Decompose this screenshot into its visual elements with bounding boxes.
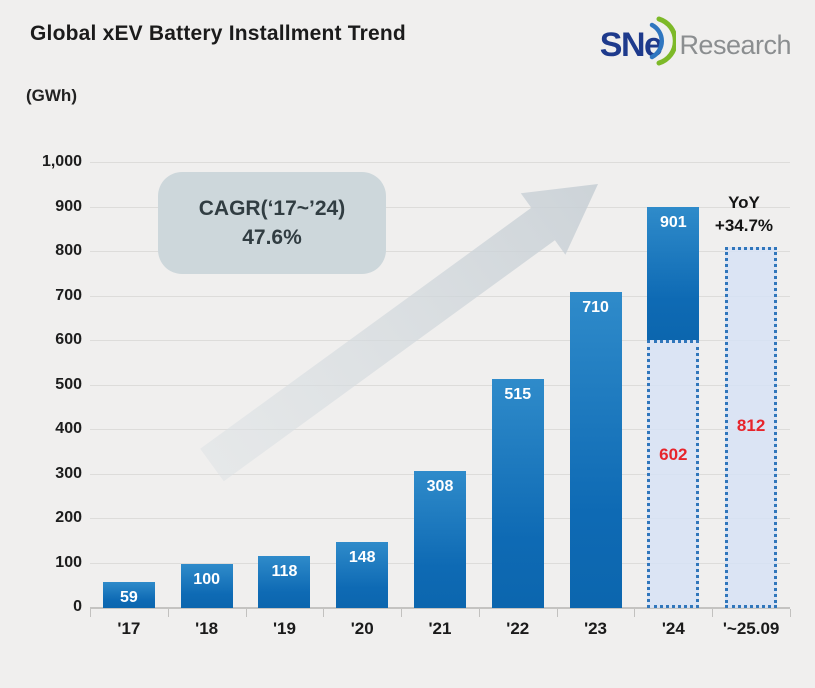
- x-axis-tick: [790, 609, 791, 617]
- sne-research-logo: SN e Research: [599, 16, 791, 68]
- bar-segment-19-solid: 118: [258, 555, 311, 608]
- x-axis-tick: [712, 609, 714, 617]
- yoy-annotation: YoY +34.7%: [689, 191, 799, 237]
- bar-value-label: 100: [193, 570, 220, 588]
- y-tick-label: 500: [55, 375, 82, 393]
- bar-segment-17-solid: 59: [102, 581, 155, 608]
- logo-text-research: Research: [679, 29, 791, 60]
- cagr-range-label: CAGR(‘17~’24): [198, 197, 346, 220]
- x-axis-tick: [167, 609, 169, 617]
- y-axis-labels: 0 100 200 300 400 500 600 700 800 900 1,000: [14, 153, 82, 615]
- y-tick-label: 900: [55, 197, 82, 215]
- y-tick-label: 100: [55, 553, 82, 571]
- y-axis-unit-label: (GWh): [26, 86, 77, 105]
- x-axis-tick: [478, 609, 480, 617]
- x-tick-label: '22: [506, 619, 530, 638]
- y-tick-label: 700: [55, 286, 82, 304]
- x-tick-label: '21: [428, 619, 452, 638]
- x-tick-label: '17: [117, 619, 141, 638]
- yoy-value-label: +34.7%: [714, 216, 774, 235]
- bar-value-label: 710: [582, 299, 609, 317]
- x-tick-label: '24: [661, 619, 685, 638]
- bar-value-label: 515: [504, 385, 532, 403]
- y-tick-label: 0: [73, 598, 82, 615]
- logo-swoosh-icon: [650, 16, 677, 66]
- logo-text-sn: SN: [599, 25, 646, 64]
- bar-value-label: 59: [119, 588, 138, 606]
- x-axis-tick: [401, 609, 403, 617]
- bar-segment-18-solid: 100: [180, 563, 233, 608]
- y-tick-label: 1,000: [41, 153, 82, 170]
- x-axis-labels: '17 '18 '19 '20 '21 '22 '23 '24 '~25.09: [90, 619, 790, 647]
- bar-segment-20-solid: 148: [336, 542, 389, 608]
- cagr-value-label: 47.6%: [242, 226, 302, 249]
- x-tick-label: '19: [272, 619, 296, 638]
- gridline-1000: [90, 162, 790, 163]
- bar-value-label: 602: [659, 445, 688, 465]
- x-axis-tick: [634, 609, 636, 617]
- bar-segment-23-solid: 710: [569, 292, 622, 608]
- bar-segment-22-solid: 515: [491, 378, 544, 608]
- page-title: Global xEV Battery Installment Trend: [30, 22, 406, 45]
- bar-segment-25.09-dotted: 812: [725, 246, 778, 608]
- bar-value-label: 148: [348, 549, 376, 567]
- bar-value-label: 308: [426, 477, 454, 495]
- x-axis-tick: [245, 609, 247, 617]
- x-tick-label: '18: [195, 619, 219, 638]
- x-tick-label: '20: [350, 619, 374, 638]
- y-tick-label: 400: [55, 420, 82, 437]
- bar-segment-24-solid: 901: [647, 207, 700, 341]
- x-axis-tick: [323, 609, 325, 617]
- bar-value-label: 901: [659, 214, 687, 232]
- y-tick-label: 200: [55, 509, 82, 526]
- bar-value-label: 118: [271, 562, 298, 580]
- bar-value-label: 812: [736, 415, 766, 435]
- x-tick-label: '23: [584, 619, 608, 638]
- bar-segment-21-solid: 308: [414, 470, 466, 608]
- x-tick-label: '~25.09: [722, 619, 780, 638]
- y-tick-label: 300: [55, 464, 82, 482]
- x-axis-tick: [90, 609, 91, 617]
- x-axis-tick: [556, 609, 558, 617]
- y-tick-label: 600: [55, 331, 82, 348]
- bar-segment-24-dotted: 602: [647, 340, 700, 608]
- cagr-annotation-box: CAGR(‘17~’24) 47.6%: [158, 172, 386, 274]
- x-axis-line: [90, 607, 790, 609]
- y-tick-label: 800: [55, 242, 82, 259]
- yoy-title-label: YoY: [728, 193, 760, 212]
